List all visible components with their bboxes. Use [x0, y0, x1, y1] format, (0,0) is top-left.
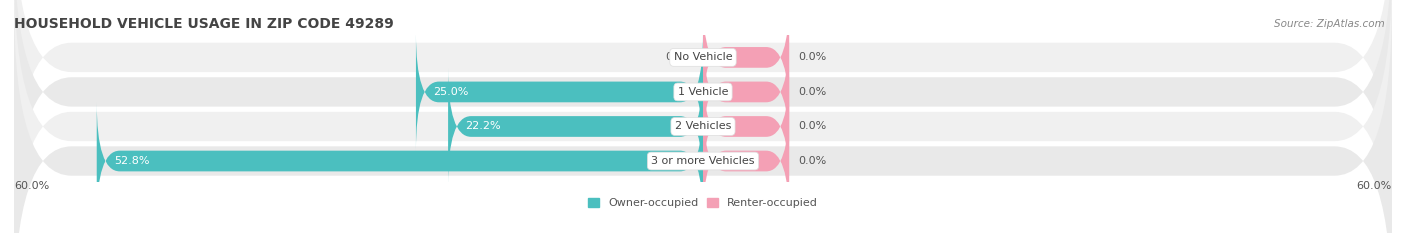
FancyBboxPatch shape [14, 0, 1392, 233]
FancyBboxPatch shape [14, 3, 1392, 233]
Text: Source: ZipAtlas.com: Source: ZipAtlas.com [1274, 19, 1385, 29]
FancyBboxPatch shape [416, 33, 703, 151]
FancyBboxPatch shape [703, 68, 789, 185]
Text: 3 or more Vehicles: 3 or more Vehicles [651, 156, 755, 166]
FancyBboxPatch shape [14, 0, 1392, 233]
Text: 60.0%: 60.0% [1357, 181, 1392, 191]
FancyBboxPatch shape [703, 102, 789, 220]
Text: No Vehicle: No Vehicle [673, 52, 733, 62]
Text: 52.8%: 52.8% [114, 156, 149, 166]
Text: 0.0%: 0.0% [665, 52, 693, 62]
Text: 22.2%: 22.2% [465, 121, 501, 131]
Text: 0.0%: 0.0% [799, 52, 827, 62]
Text: HOUSEHOLD VEHICLE USAGE IN ZIP CODE 49289: HOUSEHOLD VEHICLE USAGE IN ZIP CODE 4928… [14, 17, 394, 31]
Text: 0.0%: 0.0% [799, 87, 827, 97]
Text: 2 Vehicles: 2 Vehicles [675, 121, 731, 131]
FancyBboxPatch shape [703, 0, 789, 116]
Text: 25.0%: 25.0% [433, 87, 468, 97]
FancyBboxPatch shape [14, 0, 1392, 216]
Text: 0.0%: 0.0% [799, 156, 827, 166]
Text: 1 Vehicle: 1 Vehicle [678, 87, 728, 97]
FancyBboxPatch shape [449, 68, 703, 185]
Text: 60.0%: 60.0% [14, 181, 49, 191]
FancyBboxPatch shape [703, 33, 789, 151]
Legend: Owner-occupied, Renter-occupied: Owner-occupied, Renter-occupied [588, 198, 818, 209]
Text: 0.0%: 0.0% [799, 121, 827, 131]
FancyBboxPatch shape [97, 102, 703, 220]
